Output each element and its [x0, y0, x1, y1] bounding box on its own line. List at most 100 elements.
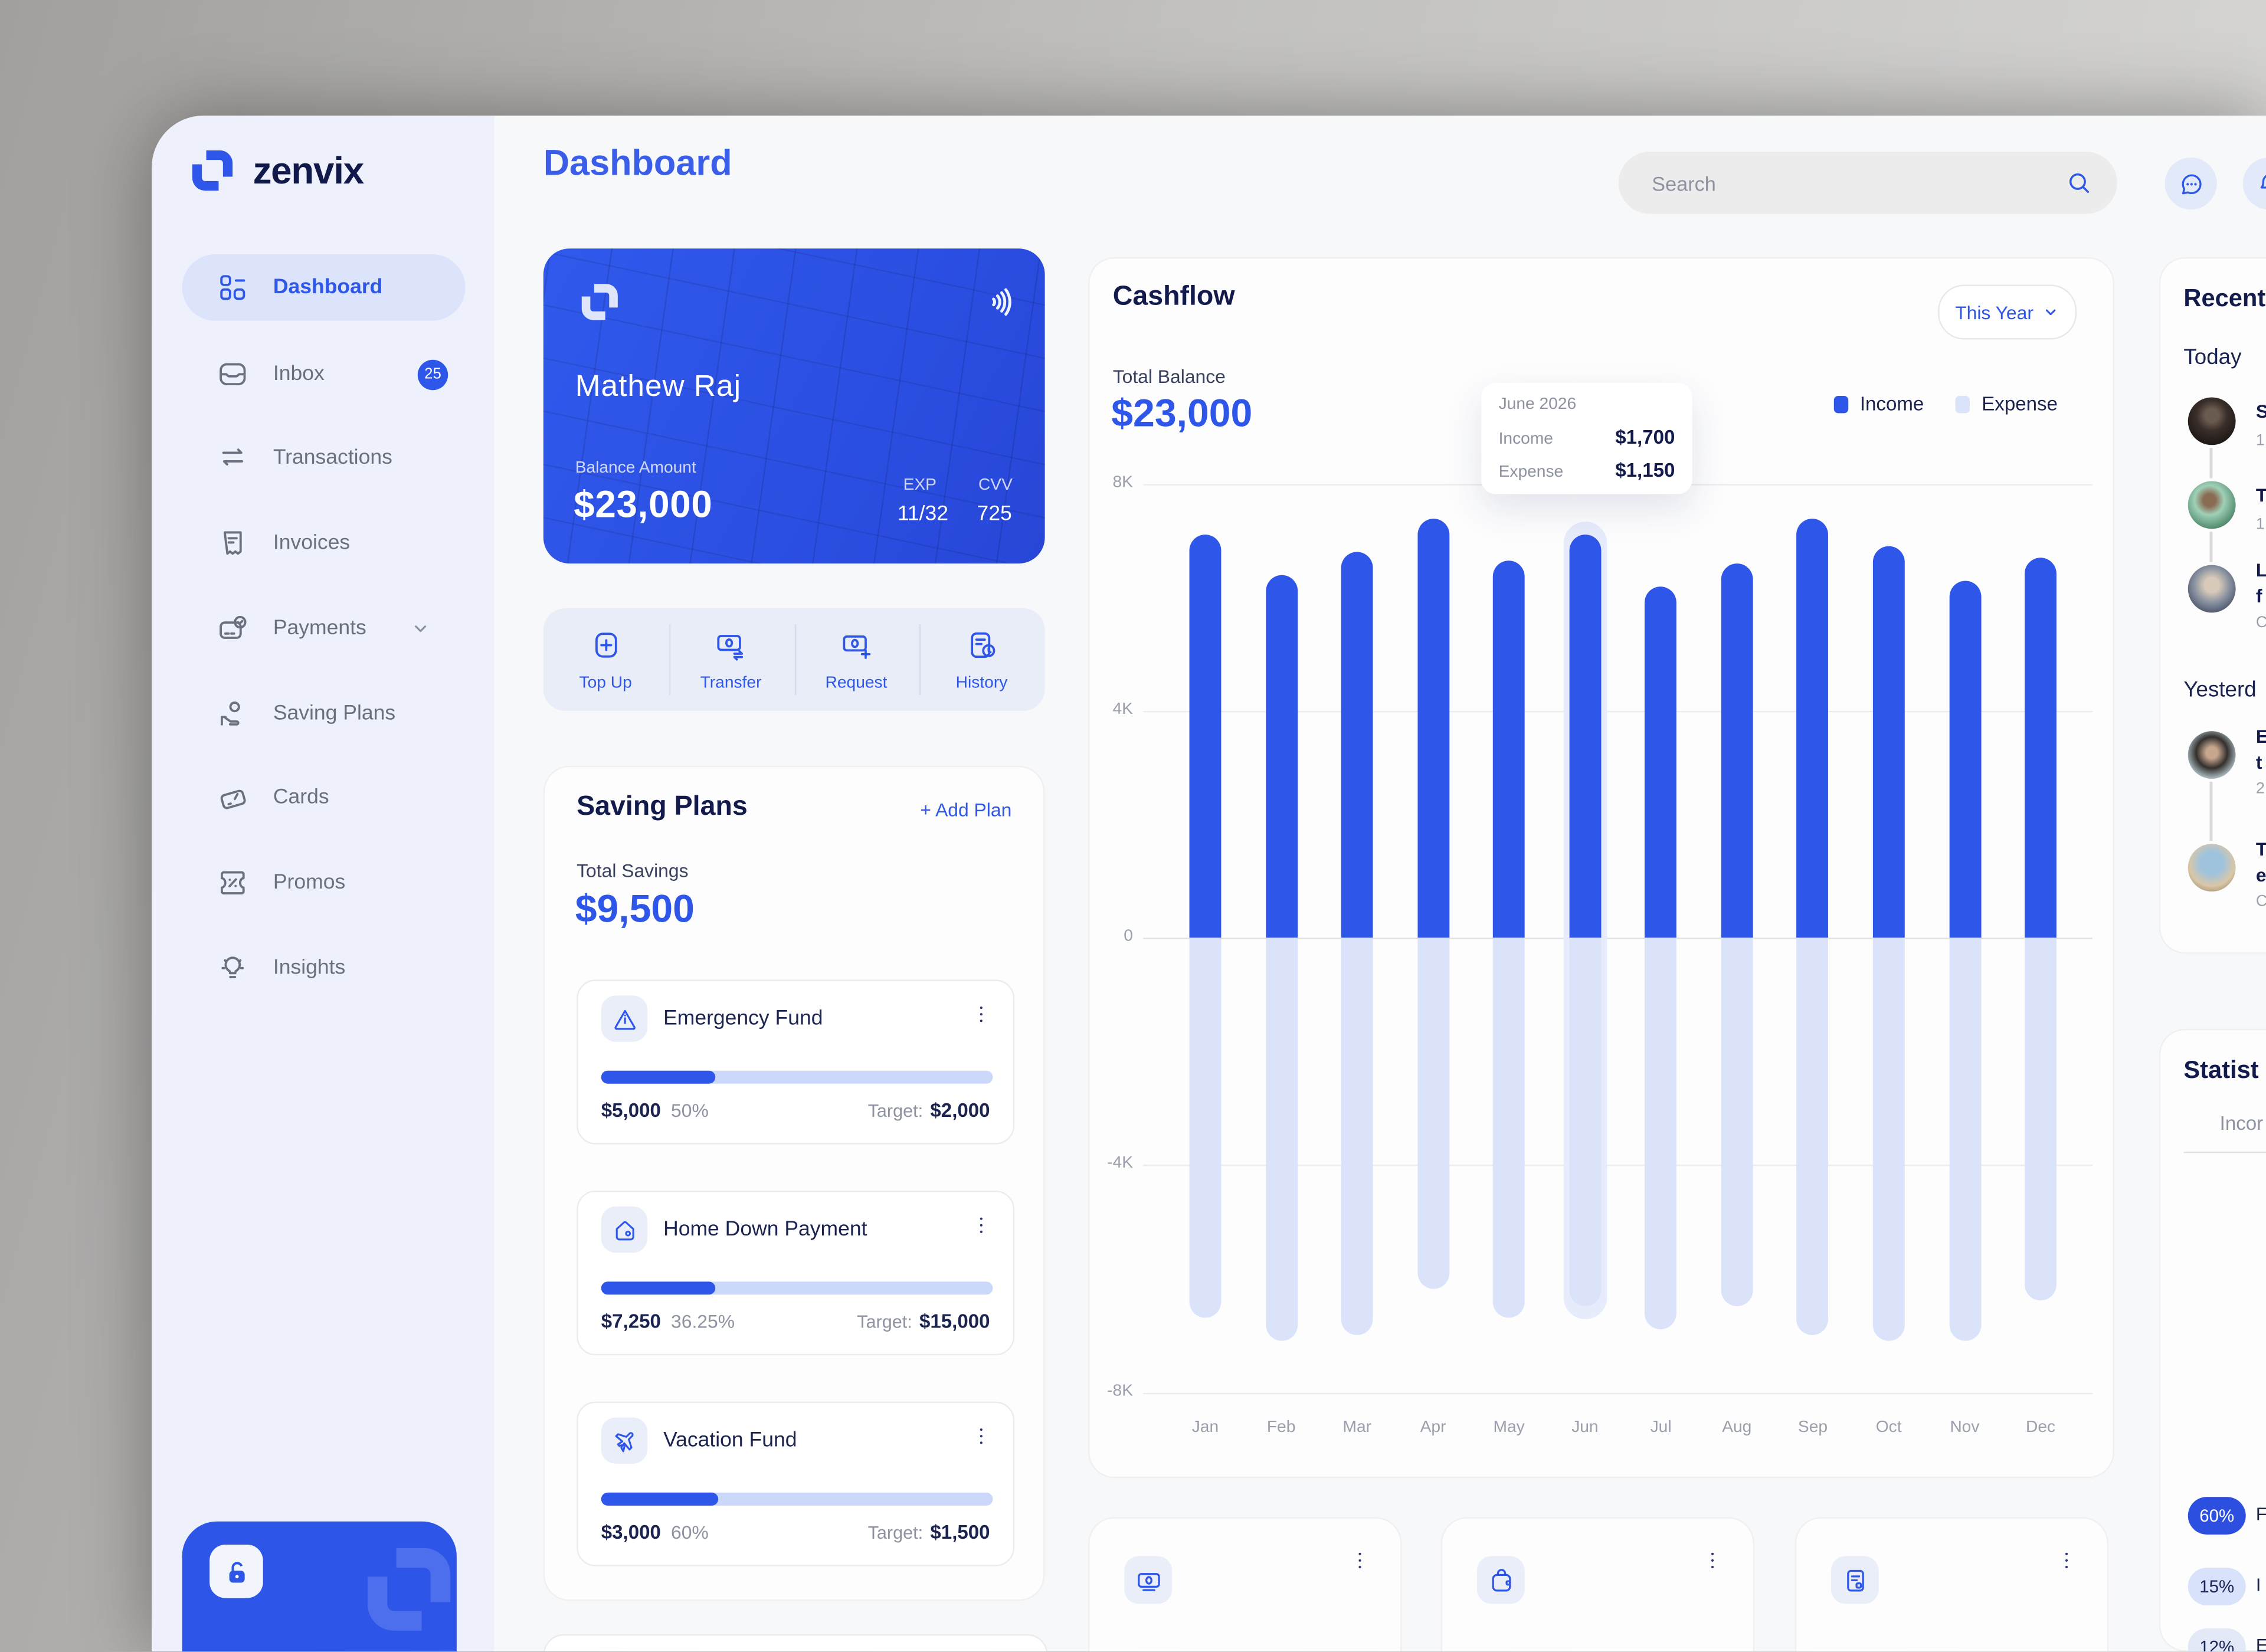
timeline-connector: [2209, 448, 2213, 478]
plan-target-value: $1,500: [930, 1521, 990, 1543]
activity-text: t: [2255, 751, 2262, 773]
notifications-button[interactable]: [2242, 157, 2266, 210]
summary-card-3[interactable]: [1795, 1517, 2109, 1652]
tooltip-row-income: Income $1,700: [1499, 426, 1675, 448]
inbox-icon-wrap: [217, 358, 248, 390]
cashflow-panel: Cashflow This Year Total Balance $23,000…: [1088, 257, 2114, 1479]
activity-subtext: 1: [2255, 516, 2265, 533]
plan-card-home-down-payment: Home Down Payment $7,250 36.25% Target: $15,…: [577, 1190, 1015, 1356]
tooltip-row-expense: Expense $1,150: [1499, 460, 1675, 481]
tab-income[interactable]: Incor: [2219, 1112, 2264, 1135]
plan-name: Home Down Payment: [663, 1218, 867, 1241]
chart-legend: Income Expense: [1833, 393, 2058, 415]
y-axis-label: 0: [1124, 927, 1134, 945]
sidebar-item-dashboard[interactable]: Dashboard: [182, 254, 466, 321]
plan-menu-button[interactable]: [970, 1210, 993, 1241]
timeline-connector: [2209, 532, 2213, 562]
y-axis-label: 8K: [1112, 474, 1134, 491]
activity-text: T: [2256, 484, 2266, 506]
topup-icon-wrap: [589, 628, 622, 668]
add-plan-button[interactable]: + Add Plan: [920, 799, 1012, 821]
topup-icon: [594, 632, 617, 657]
bar-income-jul: [1645, 586, 1677, 938]
legend-income: Income: [1833, 393, 1924, 415]
bar-expense-dec: [2025, 938, 2057, 1301]
plan-menu-button[interactable]: [970, 998, 993, 1030]
cashflow-title: Cashflow: [1112, 281, 1235, 312]
plan-percent: 50%: [671, 1099, 709, 1122]
legend-swatch-income: [1833, 395, 1849, 413]
logo-watermark-icon: [368, 1548, 451, 1631]
card-logo-icon: [581, 284, 618, 320]
sidebar-item-label: Transactions: [273, 446, 392, 470]
action-label: History: [955, 674, 1008, 691]
sidebar-item-cards[interactable]: Cards: [182, 765, 466, 831]
plan-amount: $7,250: [601, 1310, 661, 1332]
summary-card-menu-button[interactable]: [1701, 1545, 1724, 1576]
avatar: [2188, 844, 2236, 892]
invoices-icon-wrap: [217, 527, 248, 559]
search-icon[interactable]: [2065, 169, 2093, 197]
chevron-down-icon: [2046, 309, 2056, 316]
bar-income-jun: [1568, 535, 1601, 938]
summary-card-menu-button[interactable]: [1348, 1545, 1371, 1576]
statistics-panel: Statist Incor 60% F 15% I 12% E: [2159, 1028, 2266, 1652]
cvv-label: CVV: [978, 477, 1013, 494]
period-dropdown[interactable]: This Year: [1938, 284, 2077, 340]
bar-expense-sep: [1797, 938, 1829, 1335]
chat-button[interactable]: [2165, 157, 2217, 210]
sidebar-item-saving-plans[interactable]: Saving Plans: [182, 680, 466, 747]
plan-stats-row: $5,000 50% Target: $2,000: [601, 1100, 990, 1122]
insights-icon: [221, 956, 244, 978]
action-top-up[interactable]: Top Up: [543, 608, 668, 711]
summary-card-1[interactable]: [1088, 1517, 1402, 1652]
savings-icon: [220, 702, 240, 726]
summary-card-menu-button[interactable]: [2055, 1545, 2078, 1576]
action-history[interactable]: History: [919, 608, 1044, 711]
sidebar-item-promos[interactable]: Promos: [182, 850, 466, 916]
dashboard-icon: [220, 275, 245, 300]
x-axis-label-apr: Apr: [1420, 1418, 1446, 1437]
wallet-icon: [1491, 1568, 1511, 1591]
inbox-badge: 25: [417, 359, 448, 390]
sidebar: zenvix Dashboard Inbox 25 Transactions Invoi…: [152, 115, 495, 1652]
chevron-icon: [415, 625, 427, 632]
activity-subtext: C: [2256, 614, 2266, 631]
bar-expense-apr: [1417, 938, 1449, 1290]
search-input[interactable]: [1649, 169, 2065, 196]
chart-tooltip: June 2026 Income $1,700 Expense $1,150: [1481, 382, 1692, 494]
statistics-title: Statist: [2183, 1056, 2259, 1084]
plan-progress-fill: [601, 1281, 715, 1295]
x-axis-label-may: May: [1493, 1418, 1525, 1437]
plan-menu-button[interactable]: [970, 1420, 993, 1452]
bar-expense-nov: [1949, 938, 1981, 1340]
summary-card-2[interactable]: [1440, 1517, 1755, 1652]
sidebar-item-payments[interactable]: Payments: [182, 595, 466, 662]
stat-badge-label: F: [2255, 1504, 2266, 1525]
sidebar-item-insights[interactable]: Insights: [182, 935, 466, 1001]
x-axis-label-mar: Mar: [1342, 1418, 1372, 1437]
sidebar-item-label: Saving Plans: [273, 702, 396, 726]
bar-income-apr: [1417, 518, 1449, 938]
activity-section-today: Today: [2183, 345, 2242, 370]
activity-text: S: [2256, 400, 2266, 422]
plan-card-emergency-fund: Emergency Fund $5,000 50% Target: $2,000: [577, 979, 1015, 1145]
tooltip-value: $1,150: [1615, 459, 1675, 481]
sidebar-promo-card[interactable]: [182, 1521, 457, 1652]
home-icon: [615, 1220, 634, 1240]
x-axis-label-jan: Jan: [1191, 1418, 1219, 1437]
activity-section-yesterd: Yesterd: [2183, 677, 2257, 703]
promos-icon-wrap: [217, 867, 248, 899]
action-transfer[interactable]: Transfer: [669, 608, 793, 711]
sidebar-item-transactions[interactable]: Transactions: [182, 425, 466, 491]
sidebar-item-label: Cards: [273, 786, 329, 809]
x-axis-label-aug: Aug: [1722, 1418, 1752, 1437]
sidebar-item-invoices[interactable]: Invoices: [182, 510, 466, 576]
recent-activity-panel: Recent TodayS1T1LfCYesterdEt2TeC: [2159, 257, 2266, 954]
lock-open-icon: [228, 1561, 244, 1582]
bar-expense-may: [1493, 938, 1525, 1318]
bar-income-dec: [2025, 558, 2057, 938]
app-window: zenvix Dashboard Inbox 25 Transactions Invoi…: [152, 115, 2266, 1652]
sidebar-item-inbox[interactable]: Inbox 25: [182, 341, 466, 408]
action-request[interactable]: Request: [794, 608, 919, 711]
